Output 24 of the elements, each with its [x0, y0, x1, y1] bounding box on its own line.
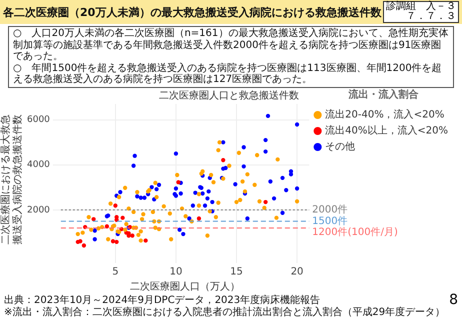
x-tick-label: 15	[230, 266, 243, 278]
legend-label: 流出40%以上，流入<20%	[325, 124, 448, 136]
x-tick-label: 10	[170, 266, 182, 278]
y-axis-title: 二次医療圏における最大救急搬送受入病院の救急搬送件数	[0, 114, 24, 244]
text: 8	[449, 292, 458, 308]
x-tick-label: 20	[290, 266, 304, 278]
text: ※流出・流入割合：二次医療圏における入院患者の推計流出割合と流入割合（平成29年度データ）	[4, 307, 446, 319]
y-tick-label: 6000	[27, 114, 50, 125]
legend-title: 流出・流入割合	[348, 88, 420, 100]
ref-line-label: 1500件	[312, 215, 348, 226]
chart-subtitle: ○ 人口20万人未満の各二次医療圏（n=161）の最大救急搬送受入病院において、急性期充実体制加算等の施設基準である年間救急搬送受入件数2000件を超える病院を持つ医療圏は91医療圏であった。 ○ 年間1500件を超える救急搬送受入のある病院を持つ医療圏は113医療圏、年間1200件を超える救急搬送受入のある病院を持つ医療圏は127医療圏であった。	[8, 26, 454, 88]
source-note: 出典：2023年10月～2024年9月DPCデータ，2023年度病床機能報告	[4, 295, 320, 306]
ref-line-label: 1200件(100件/月)	[312, 226, 398, 238]
text: 各二次医療圏（20万人未満）の最大救急搬送受入病院における救急搬送件数	[3, 4, 382, 20]
y-tick-label: 4000	[27, 160, 50, 170]
x-tick-label: 5	[112, 266, 119, 278]
chart-title: 二次医療圏人口と救急搬送件数	[159, 89, 299, 102]
ref-line-label: 2000件	[312, 204, 348, 216]
text: ７．７．３	[405, 11, 456, 22]
legend-label: その他	[325, 140, 356, 152]
y-tick-label: 2000	[27, 204, 50, 215]
legend-label: 流出20-40%，流入<20%	[325, 108, 444, 120]
x-axis-title: 二次医療圏人口（万人）	[130, 280, 240, 292]
text: 診調組 入－３	[386, 1, 456, 12]
